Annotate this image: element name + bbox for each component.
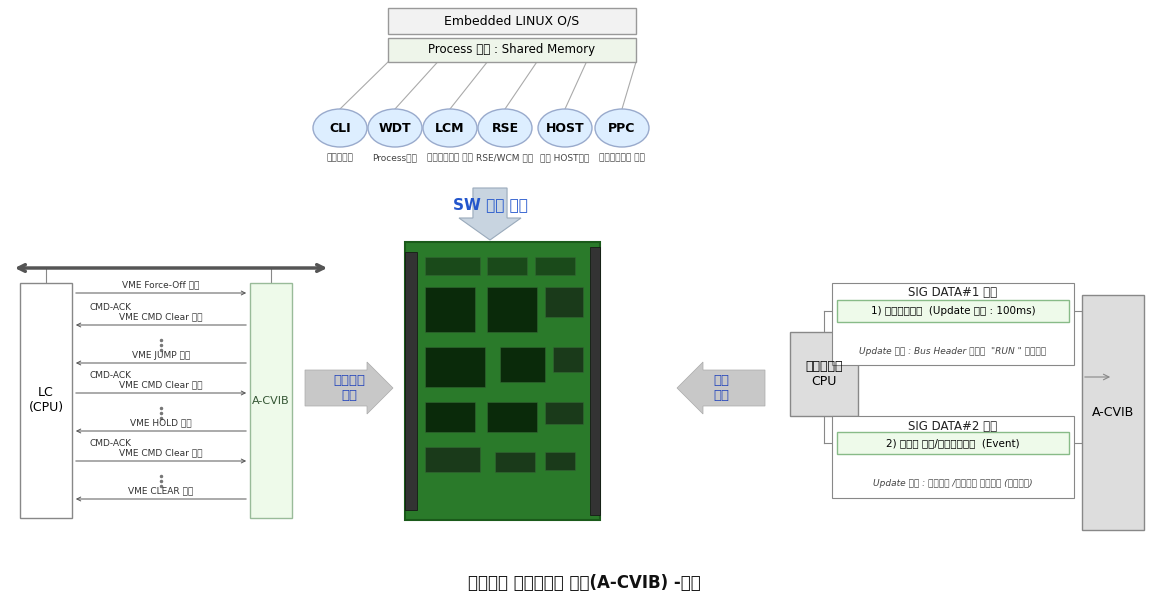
Bar [404, 242, 600, 520]
Bar [20, 283, 72, 518]
Text: CMD-ACK: CMD-ACK [90, 302, 132, 311]
Text: VME CMD Clear 명령: VME CMD Clear 명령 [119, 449, 202, 457]
Bar [426, 257, 480, 275]
Bar [487, 257, 527, 275]
Text: HOST: HOST [546, 121, 584, 134]
Bar [545, 287, 583, 317]
Bar [487, 402, 537, 432]
Text: CMD-ACK: CMD-ACK [90, 439, 132, 448]
Text: LC
(CPU): LC (CPU) [28, 386, 63, 415]
Bar [494, 452, 535, 472]
Bar [426, 347, 485, 387]
Text: SIG DATA#2 영역: SIG DATA#2 영역 [908, 419, 997, 433]
Bar [832, 283, 1074, 365]
Text: VME JUMP 명령: VME JUMP 명령 [132, 350, 191, 359]
Text: Update 시험 : Bus Header 영역내  "RUN " 변경시험: Update 시험 : Bus Header 영역내 "RUN " 변경시험 [859, 346, 1046, 355]
Bar [426, 447, 480, 472]
Ellipse shape [595, 109, 649, 147]
Text: Update 시험 : 동기정보 /잔여시간 변경시험 (패초단위): Update 시험 : 동기정보 /잔여시간 변경시험 (패초단위) [873, 479, 1033, 488]
FancyArrow shape [677, 362, 765, 414]
Ellipse shape [538, 109, 592, 147]
Bar [545, 452, 575, 470]
Text: 신호제어정보 연계: 신호제어정보 연계 [599, 154, 645, 163]
Text: VME Force-Off 명령: VME Force-Off 명령 [123, 280, 200, 289]
Bar [590, 247, 600, 515]
Text: 신호제어기
CPU: 신호제어기 CPU [805, 360, 843, 388]
Bar [832, 416, 1074, 498]
FancyArrow shape [305, 362, 393, 414]
Bar [250, 283, 292, 518]
Ellipse shape [423, 109, 477, 147]
Text: 1) 신호운영정보  (Update 주기 : 100ms): 1) 신호운영정보 (Update 주기 : 100ms) [871, 306, 1036, 316]
Bar [790, 332, 858, 416]
Text: 2) 방향별 동기/잔여시간정보  (Event): 2) 방향별 동기/잔여시간정보 (Event) [886, 438, 1019, 448]
Text: 외부 HOST연계: 외부 HOST연계 [540, 154, 589, 163]
Text: LCM: LCM [435, 121, 465, 134]
Text: 연계
시험: 연계 시험 [713, 374, 729, 402]
Bar [535, 257, 575, 275]
Text: RSE/WCM 연계: RSE/WCM 연계 [477, 154, 533, 163]
Text: WDT: WDT [379, 121, 411, 134]
Text: SW 기능 구현: SW 기능 구현 [452, 197, 527, 212]
Bar [1082, 295, 1144, 530]
Text: 정보처리 인터페이스 모듈(A-CVIB) -예시: 정보처리 인터페이스 모듈(A-CVIB) -예시 [468, 574, 700, 592]
Polygon shape [459, 188, 521, 240]
Bar [837, 300, 1068, 322]
Text: VME CMD Clear 명령: VME CMD Clear 명령 [119, 313, 202, 322]
Bar [404, 252, 417, 510]
Bar [553, 347, 583, 372]
Text: CMD-ACK: CMD-ACK [90, 370, 132, 379]
Text: 신호운영정보 연계: 신호운영정보 연계 [427, 154, 473, 163]
Bar [388, 38, 636, 62]
Ellipse shape [478, 109, 532, 147]
Text: A-CVIB: A-CVIB [253, 395, 290, 406]
Text: RSE: RSE [491, 121, 519, 134]
Text: SIG DATA#1 영역: SIG DATA#1 영역 [908, 286, 997, 299]
Bar [487, 287, 537, 332]
Text: A-CVIB: A-CVIB [1092, 406, 1134, 419]
Text: CLI: CLI [330, 121, 351, 134]
Text: PPC: PPC [608, 121, 636, 134]
Text: 프로토콜
구현: 프로토콜 구현 [333, 374, 365, 402]
Text: VME HOLD 명령: VME HOLD 명령 [130, 419, 192, 427]
Bar [500, 347, 545, 382]
Bar [545, 402, 583, 424]
Ellipse shape [313, 109, 367, 147]
Text: 운영자콘솔: 운영자콘솔 [326, 154, 353, 163]
Bar [837, 432, 1068, 454]
Text: Embedded LINUX O/S: Embedded LINUX O/S [444, 14, 580, 28]
Text: VME CMD Clear 명령: VME CMD Clear 명령 [119, 380, 202, 389]
Bar [426, 402, 475, 432]
Text: VME CLEAR 명령: VME CLEAR 명령 [129, 487, 194, 496]
Text: Process 연계 : Shared Memory: Process 연계 : Shared Memory [428, 43, 595, 56]
Bar [388, 8, 636, 34]
Text: Process관리: Process관리 [373, 154, 417, 163]
Ellipse shape [368, 109, 422, 147]
Bar [426, 287, 475, 332]
